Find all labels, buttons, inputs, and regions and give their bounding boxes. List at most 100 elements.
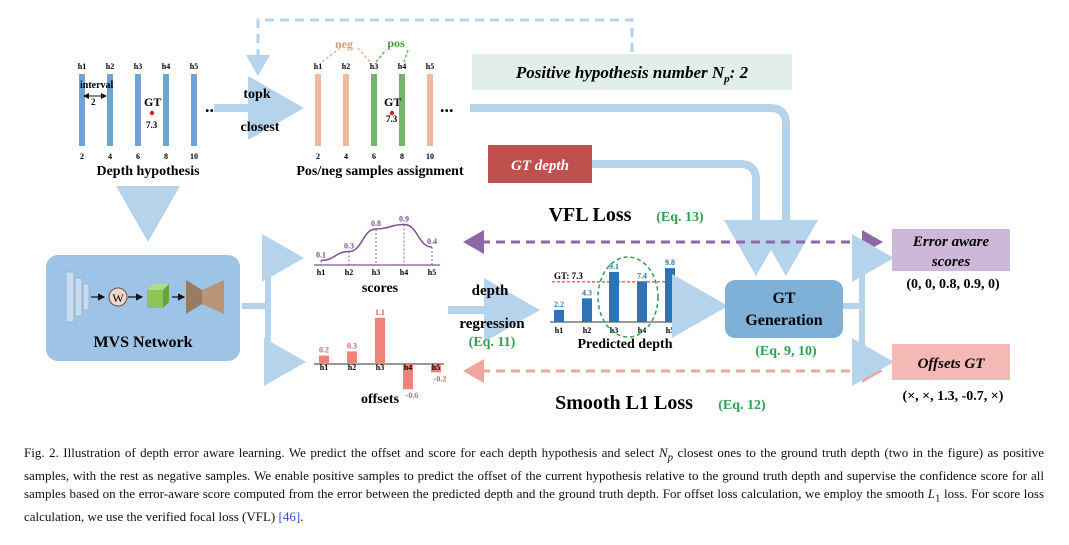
gt-generation-eq: (Eq. 9, 10) xyxy=(755,344,817,359)
hypothesis-tick-4: 4 xyxy=(108,152,112,161)
hypothesis-gt-dot xyxy=(149,110,155,116)
vfl-eq-label: (Eq. 13) xyxy=(656,210,704,225)
mvs-network-box: W MVS Network xyxy=(46,255,240,361)
assignment-to-gtgen-arrow xyxy=(470,104,818,276)
scores-tick-h2: h2 xyxy=(345,268,353,277)
hypothesis-bar-h1 xyxy=(79,74,85,146)
scores-tick-h1: h1 xyxy=(317,268,325,277)
encoder-slab-3 xyxy=(82,283,90,311)
feedback-dashed-arrow xyxy=(246,18,634,76)
scores-tick-h5: h5 xyxy=(428,268,436,277)
warp-symbol xyxy=(108,287,128,307)
assignment-bar-h2 xyxy=(343,74,349,146)
offsets-value-h3: 1.1 xyxy=(375,308,385,317)
error-aware-line1: Error aware xyxy=(912,234,990,250)
pred-value-h3: 9.1 xyxy=(609,262,619,271)
hypothesis-tick-10: 10 xyxy=(190,152,198,161)
hypothesis-label-h4: h4 xyxy=(162,62,170,71)
scores-tick-h3: h3 xyxy=(372,268,380,277)
hypothesis-label-h3: h3 xyxy=(134,62,142,71)
assignment-label-h5: h5 xyxy=(426,62,434,71)
neg-bracket-left xyxy=(321,47,341,63)
hypothesis-bar-h4 xyxy=(163,74,169,146)
citation-link[interactable]: [46] xyxy=(278,508,301,524)
caption-part2: closest ones to the ground truth depth (… xyxy=(24,445,1044,501)
assignment-label-h1: h1 xyxy=(314,62,322,71)
offsets-value-h4: -0.6 xyxy=(406,391,419,400)
hypothesis-label-h2: h2 xyxy=(106,62,114,71)
hypothesis-bar-h3 xyxy=(135,74,141,146)
scores-value-h2: 0.3 xyxy=(344,242,354,251)
offsets-title: offsets xyxy=(361,392,400,407)
offsets-bar-h4 xyxy=(403,364,413,390)
smooth-l1-eq-label: (Eq. 12) xyxy=(718,398,766,413)
offsets-bar-h3 xyxy=(375,317,385,364)
hypothesis-gt-label: GT xyxy=(144,95,161,109)
assignment-ellipsis: ... xyxy=(440,96,454,116)
pred-bar-h5 xyxy=(665,268,675,322)
gtgen-to-offsets-arrow xyxy=(852,306,894,386)
assignment-tick-8: 8 xyxy=(400,152,404,161)
assignment-tick-10: 10 xyxy=(426,152,434,161)
scores-tick-h4: h4 xyxy=(400,268,408,277)
pred-value-h5: 9.8 xyxy=(665,258,675,267)
assignment-bar-h3 xyxy=(371,74,377,146)
gtdepth-to-gtgen-arrow xyxy=(592,160,788,276)
assignment-bar-h4 xyxy=(399,74,405,146)
pos-bracket-right xyxy=(403,49,409,63)
offsets-tick-h3: h3 xyxy=(376,363,384,372)
gtgen-to-scores-arrow xyxy=(843,234,894,309)
assignment-gt-label: GT xyxy=(384,95,401,109)
pred-tick-h1: h1 xyxy=(555,326,563,335)
assignment-tick-6: 6 xyxy=(372,152,376,161)
hypothesis-bar-h2 xyxy=(107,74,113,146)
caption-part1: Fig. 2. Illustration of depth error awar… xyxy=(24,445,659,460)
interval-label: interval xyxy=(80,80,114,91)
gt-depth-box xyxy=(488,145,592,183)
l1-sub: 1 xyxy=(935,492,941,505)
pred-bar-h3 xyxy=(609,271,619,322)
encoder-slab-1 xyxy=(65,271,75,323)
gt-generation-box xyxy=(725,280,843,338)
predicted-depth-chart: GT: 7.3 2.2 h1 4.3 h2 9.1 h3 7.4 h4 9.8 h5 xyxy=(550,256,682,338)
np-sub: p xyxy=(667,451,674,464)
offsets-gt-box xyxy=(892,344,1010,380)
hypothesis-tick-6: 6 xyxy=(136,152,140,161)
gt-reference-label: GT: 7.3 xyxy=(554,271,583,281)
pred-value-h2: 4.3 xyxy=(582,288,592,297)
scores-curve xyxy=(320,223,433,262)
scores-value-h3: 0.8 xyxy=(371,219,381,228)
pred-bar-h2 xyxy=(582,298,592,322)
cost-volume-cube xyxy=(147,284,169,308)
assignment-gt-value: 7.3 xyxy=(386,114,398,124)
hypothesis-bar-h5 xyxy=(191,74,197,146)
encoder-slab-2 xyxy=(74,277,83,317)
pred-tick-h2: h2 xyxy=(583,326,591,335)
mvs-to-scores-arrow xyxy=(242,234,304,309)
scores-value-h4: 0.9 xyxy=(399,215,409,224)
hypothesis-gt-value: 7.3 xyxy=(146,120,158,130)
pred-tick-h5: h5 xyxy=(666,326,674,335)
depth-hypothesis-title: Depth hypothesis xyxy=(96,164,200,179)
assignment-bar-h1 xyxy=(315,74,321,146)
hypothesis-label-h5: h5 xyxy=(190,62,198,71)
assignment-label-h3: h3 xyxy=(370,62,378,71)
assignment-title: Pos/neg samples assignment xyxy=(296,164,464,179)
offsets-value-h2: 0.3 xyxy=(347,341,357,350)
assignment-label-h4: h4 xyxy=(398,62,406,71)
warp-symbol-text: W xyxy=(112,291,124,305)
scores-value-h1: 0.1 xyxy=(316,251,326,260)
hypothesis-tick-8: 8 xyxy=(164,152,168,161)
scores-title: scores xyxy=(362,281,399,296)
assignment-label-h2: h2 xyxy=(342,62,350,71)
smooth-l1-label: Smooth L1 Loss xyxy=(555,392,693,414)
closest-label: closest xyxy=(241,120,280,135)
regularization-network xyxy=(186,280,202,314)
error-aware-line2: scores xyxy=(931,254,970,270)
neg-bracket-right xyxy=(357,47,371,63)
l1-symbol: L xyxy=(927,485,935,501)
gt-generation-line1: GT xyxy=(772,290,795,307)
np-symbol: N xyxy=(658,445,668,460)
pred-value-h1: 2.2 xyxy=(554,300,564,309)
